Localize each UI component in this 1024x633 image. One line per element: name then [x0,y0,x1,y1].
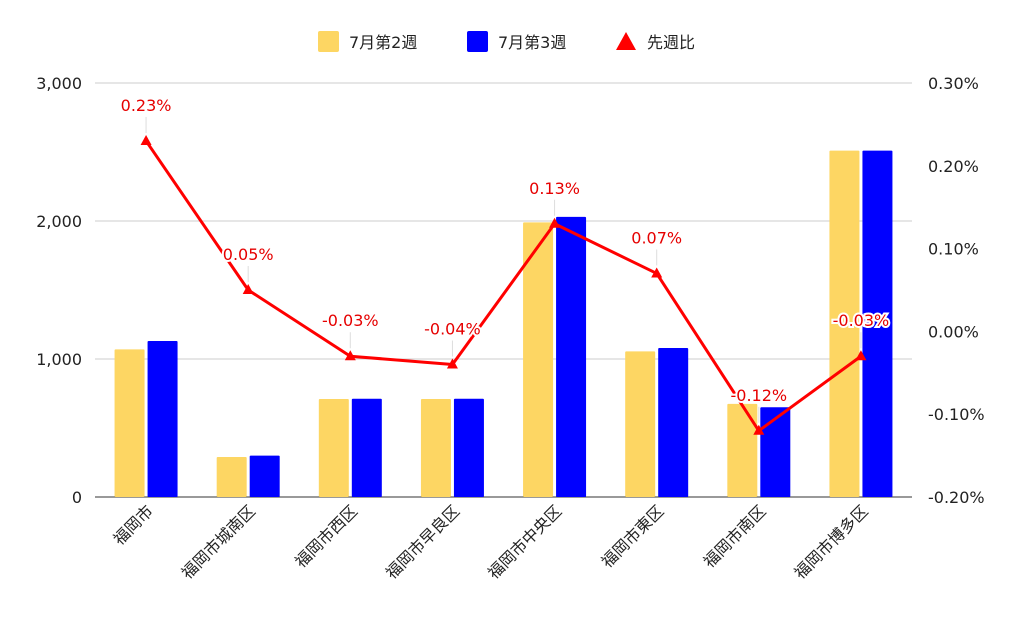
y-left-tick-label: 1,000 [36,350,82,369]
ratio-line-path [144,140,862,433]
x-tick-label: 福岡市中央区 [484,501,565,582]
data-label: 0.07% [631,228,682,247]
legend[interactable]: 7月第2週 7月第3週 先週比 [318,31,695,52]
ratio-point-marker [753,424,765,435]
ratio-point-marker [549,217,561,228]
bar [760,407,791,497]
bar [216,456,247,497]
data-label: -0.03% [833,311,890,330]
data-labels: 0.23% 0.05% -0.03% -0.04% 0.13% 0.07% -0.12% -0… [119,94,891,423]
ratio-point-marker [446,358,458,369]
y-right-tick-label: 0.00% [928,322,979,341]
legend-item[interactable]: 先週比 [616,32,695,52]
x-tick-label: 福岡市南区 [700,501,770,571]
y-left-tick-label: 2,000 [36,212,82,231]
data-label: 0.05% [223,245,274,264]
ratio-point-marker [344,350,356,361]
bar [147,341,178,497]
legend-swatch [467,31,488,52]
legend-triangle-icon [616,32,636,50]
bar [114,349,145,497]
legend-label: 7月第3週 [498,33,566,52]
bar [862,150,893,497]
bar [658,347,689,497]
bar [453,398,484,497]
bars [114,150,893,498]
x-tick-label: 福岡市城南区 [178,501,259,582]
y-left-tick-label: 3,000 [36,74,82,93]
ratio-line [140,134,867,435]
x-tick-label: 福岡市博多区 [790,501,871,582]
data-label: -0.03% [322,311,379,330]
x-tick-label: 福岡市早良区 [382,501,463,582]
ratio-point-marker [242,284,254,294]
x-tick-label: 福岡市 [110,501,157,548]
legend-item[interactable]: 7月第3週 [467,31,566,52]
x-tick-label: 福岡市東区 [598,501,668,571]
legend-label: 7月第2週 [349,33,417,52]
bar [249,455,280,497]
y-right-tick-label: 0.10% [928,240,979,259]
legend-label: 先週比 [647,33,695,52]
data-label: -0.04% [424,320,481,339]
bar [727,403,758,497]
ratio-point-marker [855,350,867,361]
bar [318,399,349,497]
data-label: -0.12% [731,386,788,405]
bar [351,398,382,497]
bar [523,222,554,497]
y-right-tick-label: 0.30% [928,74,979,93]
bar [625,351,656,497]
legend-swatch [318,31,339,52]
data-label: 0.23% [121,96,172,115]
y-right-tick-label: 0.20% [928,157,979,176]
data-label: 0.13% [529,179,580,198]
x-tick-label: 福岡市西区 [291,501,361,571]
y-right-tick-label: -0.20% [928,488,985,507]
legend-item[interactable]: 7月第2週 [318,31,417,52]
ratio-point-marker [140,134,152,145]
ratio-point-marker [651,267,663,278]
bar [420,399,451,497]
bar [556,216,587,498]
bar [829,150,860,497]
y-left-tick-label: 0 [72,488,82,507]
y-right-tick-label: -0.10% [928,405,985,424]
